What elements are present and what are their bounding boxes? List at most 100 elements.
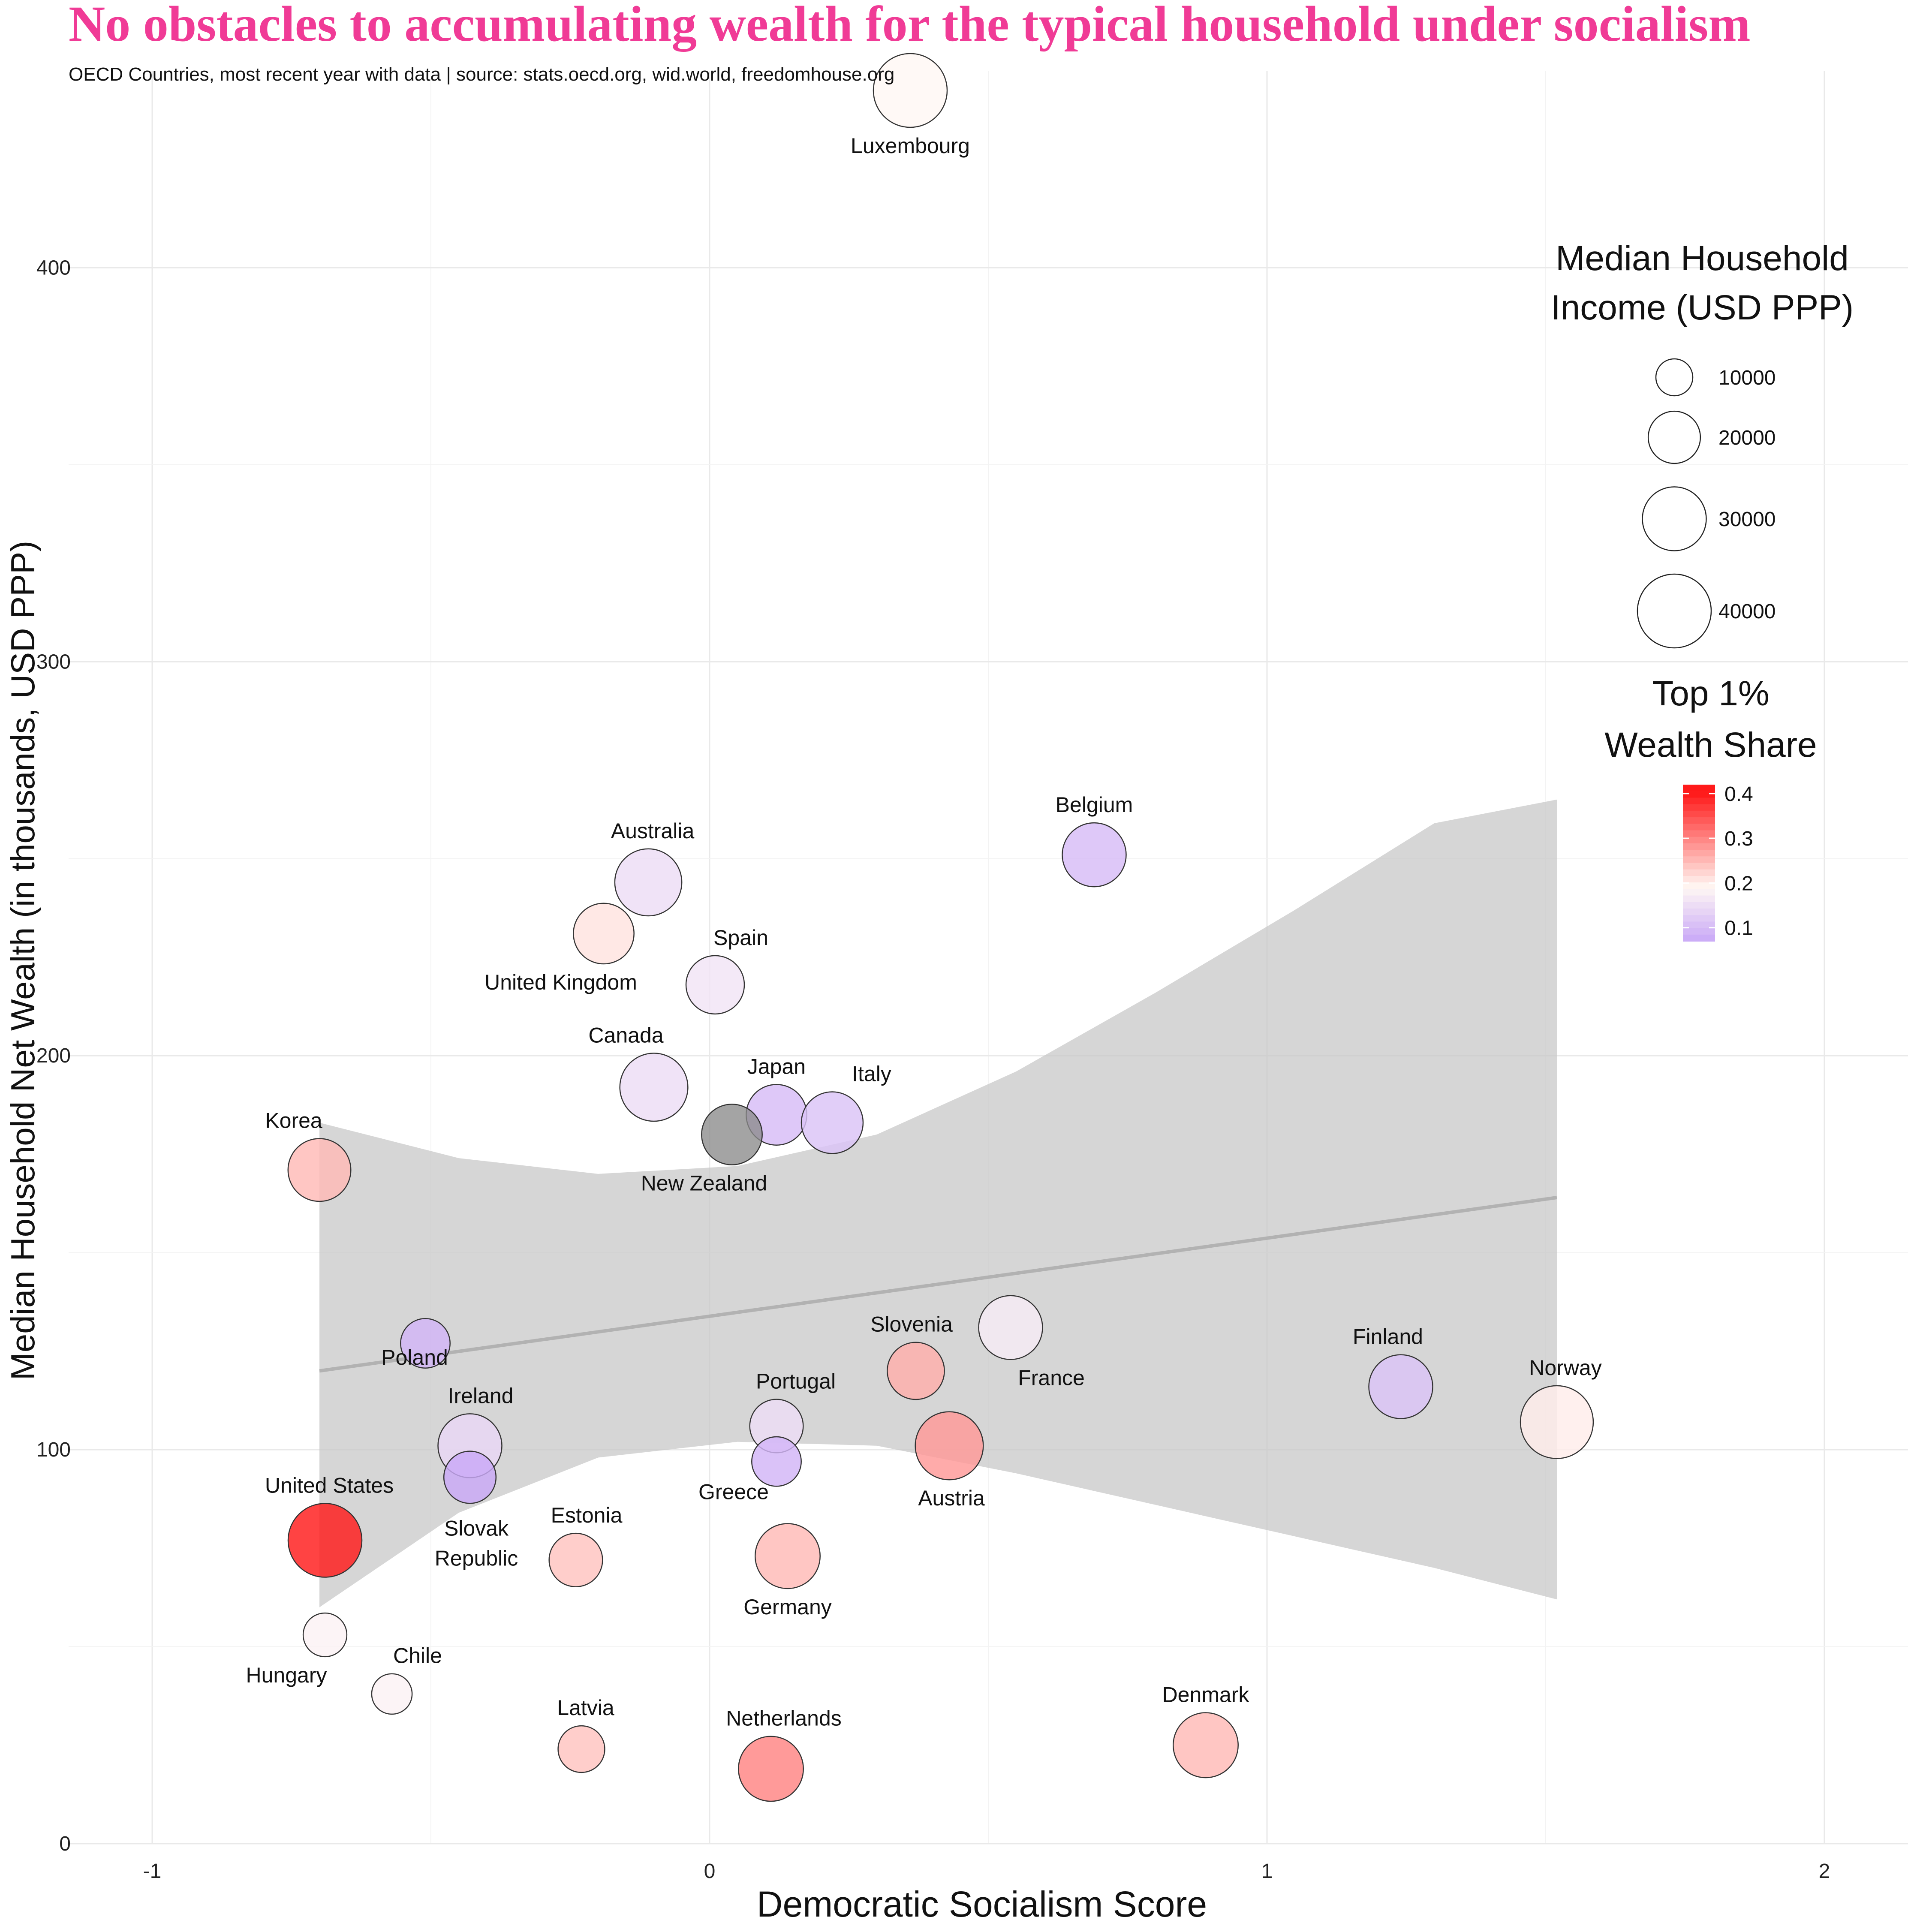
y-tick-label: 400 [36,256,71,279]
color-legend-segment [1683,863,1715,870]
point-label-chile: Chile [393,1644,442,1668]
point-belgium [1062,822,1127,888]
point-finland [1368,1354,1433,1419]
size-legend-label-0: 10000 [1718,367,1776,389]
point-label-latvia: Latvia [557,1696,614,1720]
size-legend: Median Household Income (USD PPP) 10000 2… [1551,239,1854,649]
color-legend-segment [1683,856,1715,864]
point-chile [371,1673,413,1715]
point-poland [400,1318,451,1369]
size-legend-circle-2 [1642,486,1707,551]
color-legend-segment [1683,791,1715,798]
color-legend-label-2: 0.3 [1724,828,1753,850]
color-legend-segment [1683,915,1715,922]
point-label-united-states: United States [265,1473,394,1497]
point-label-canada: Canada [588,1023,663,1047]
point-label-spain: Spain [713,926,768,950]
color-legend-segment [1683,850,1715,857]
point-norway [1520,1385,1594,1459]
point-netherlands [738,1736,804,1802]
color-legend-segment [1683,843,1715,851]
color-legend-segment [1683,928,1715,935]
point-label-new-zealand: New Zealand [641,1171,767,1195]
point-latvia [557,1725,605,1773]
point-label-japan: Japan [747,1054,806,1078]
point-spain [685,955,745,1015]
point-label-austria: Austria [918,1486,985,1510]
color-legend-segment [1683,934,1715,942]
point-label-france: France [1018,1366,1085,1390]
point-germany [755,1523,821,1589]
color-legend-segment [1683,797,1715,805]
size-legend-label-2: 30000 [1718,508,1776,531]
point-label-denmark: Denmark [1162,1683,1250,1707]
point-label-slovak-republic-1: Republic [435,1546,518,1570]
color-legend-segment [1683,908,1715,916]
y-tick-label: 100 [36,1438,71,1461]
point-labels: Luxembourg Belgium Australia United Kingdom… [246,134,1602,1730]
point-denmark [1173,1712,1239,1779]
color-legend-segment [1683,785,1715,792]
point-label-portugal: Portugal [756,1369,836,1393]
x-tick-label: 1 [1261,1860,1273,1883]
color-legend-segment [1683,804,1715,811]
point-australia [614,848,683,917]
color-legend-segment [1683,837,1715,844]
point-austria [915,1411,984,1481]
point-label-belgium: Belgium [1056,793,1133,817]
color-legend: Top 1% Wealth Share 0.1 0.2 0.3 0.4 [1604,674,1817,942]
size-legend-label-3: 40000 [1718,600,1776,623]
chart-subtitle: OECD Countries, most recent year with da… [69,64,894,85]
color-legend-segment [1683,882,1715,890]
color-legend-segment [1683,817,1715,825]
point-label-netherlands: Netherlands [726,1706,842,1730]
color-legend-label-3: 0.4 [1724,783,1753,806]
point-label-hungary: Hungary [246,1663,327,1687]
axes: -1 0 1 2 0 100 200 300 400 [36,256,1830,1883]
color-legend-title-line-2: Wealth Share [1604,725,1817,764]
point-hungary [302,1612,348,1658]
color-legend-segment [1683,869,1715,876]
point-italy [801,1091,864,1154]
color-legend-label-0: 0.1 [1724,917,1753,940]
point-label-germany: Germany [743,1595,832,1619]
point-label-italy: Italy [852,1062,891,1086]
point-korea [287,1138,352,1202]
y-axis-title: Median Household Net Wealth (in thousand… [4,541,42,1380]
y-tick-label: 0 [59,1833,71,1855]
size-legend-circle-1 [1647,410,1701,464]
point-label-estonia: Estonia [551,1503,623,1527]
point-label-korea: Korea [265,1108,322,1132]
color-legend-segment [1683,810,1715,818]
x-tick-label: -1 [143,1860,162,1883]
size-legend-title-line-2: Income (USD PPP) [1551,288,1854,327]
color-legend-segment [1683,824,1715,831]
size-legend-circle-0 [1655,358,1694,397]
color-legend-segment [1683,830,1715,837]
confidence-band-area [319,799,1557,1607]
point-label-greece: Greece [698,1480,769,1504]
color-legend-segment [1683,876,1715,883]
point-slovak-republic [443,1451,497,1504]
point-label-slovenia: Slovenia [870,1312,953,1336]
point-label-ireland: Ireland [448,1384,514,1408]
color-legend-segment [1683,921,1715,929]
point-label-slovak-republic-0: Slovak [444,1516,509,1540]
size-legend-circle-3 [1637,573,1712,649]
color-legend-label-1: 0.2 [1724,872,1753,895]
x-tick-label: 0 [704,1860,716,1883]
point-label-norway: Norway [1529,1356,1601,1380]
color-legend-segment [1683,902,1715,909]
point-slovenia [887,1342,945,1400]
size-legend-label-1: 20000 [1718,427,1776,449]
point-label-australia: Australia [611,819,695,843]
point-label-poland: Poland [381,1345,448,1369]
point-united-states [287,1503,363,1578]
point-united-kingdom [573,903,635,965]
point-luxembourg [873,53,948,128]
trend-line [319,1196,1557,1373]
point-label-united-kingdom: United Kingdom [485,970,637,994]
point-label-luxembourg: Luxembourg [851,134,970,158]
x-tick-label: 2 [1819,1860,1830,1883]
